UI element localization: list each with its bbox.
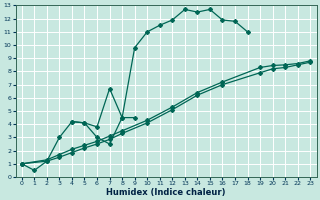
X-axis label: Humidex (Indice chaleur): Humidex (Indice chaleur) [106, 188, 226, 197]
